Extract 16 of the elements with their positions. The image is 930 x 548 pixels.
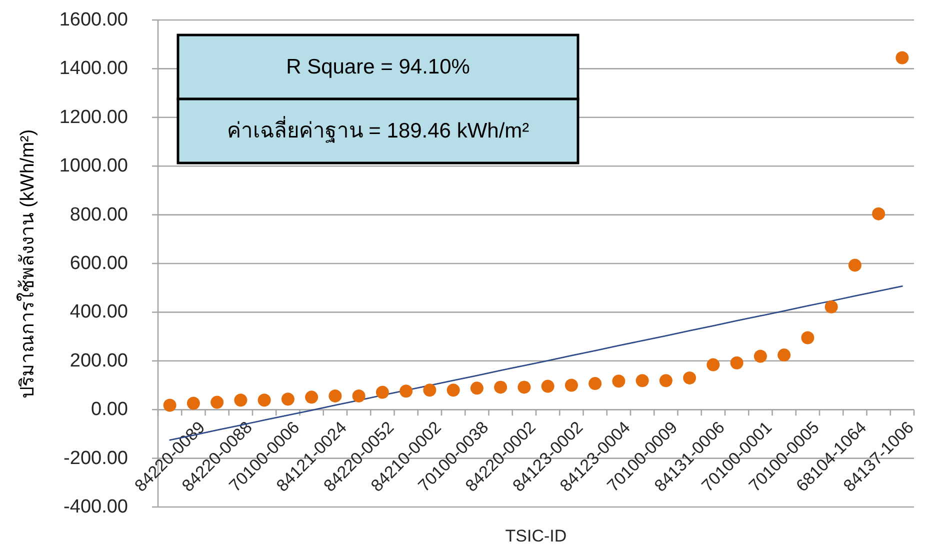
y-tick-label: 1600.00 xyxy=(59,10,128,30)
y-tick-label: 600.00 xyxy=(70,253,128,274)
annotation-table: R Square = 94.10% ค่าเฉลี่ยค่าฐาน = 189.46 kWh/m² xyxy=(176,34,580,164)
annotation: R Square = 94.10% xyxy=(286,56,470,78)
annotation: ค่าเฉลี่ยค่าฐาน = 189.46 kWh/m² xyxy=(226,116,530,142)
y-tick-label: 400.00 xyxy=(70,302,128,323)
y-tick-label: 200.00 xyxy=(70,350,128,372)
y-tick-label: 1200.00 xyxy=(59,106,128,128)
y-axis-title: ปริมาณการใช้พลังงาน (kWh/m²) xyxy=(16,129,38,399)
y-tick-label: -400.00 xyxy=(64,496,128,518)
y-tick-label: 1000.00 xyxy=(59,156,128,177)
y-tick-label: -200.00 xyxy=(64,448,128,469)
x-axis-title: TSIC-ID xyxy=(505,526,567,546)
y-tick-label: 800.00 xyxy=(70,204,128,226)
y-tick-label: 1400.00 xyxy=(59,58,128,80)
y-tick-label: 0.00 xyxy=(91,399,128,420)
